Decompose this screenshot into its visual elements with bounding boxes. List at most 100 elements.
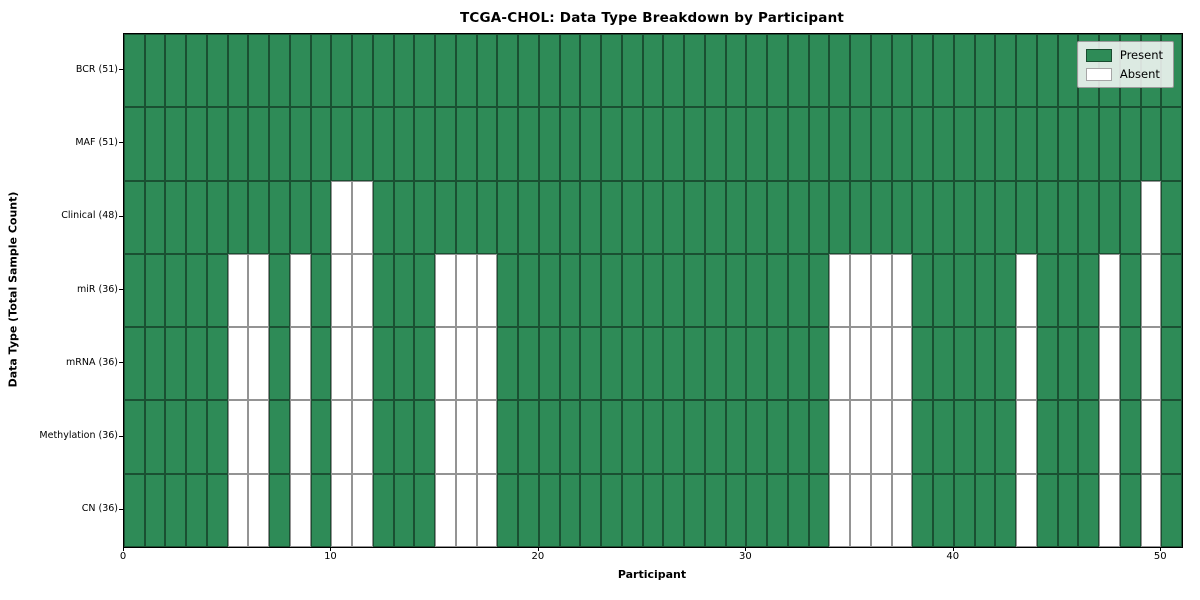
- matrix-cell: [1036, 253, 1058, 328]
- matrix-cell: [248, 253, 270, 328]
- matrix-cell: [352, 327, 373, 401]
- matrix-cell: [393, 107, 415, 181]
- matrix-cell: [1057, 180, 1079, 254]
- matrix-cell: [538, 473, 560, 547]
- matrix-cell: [1078, 327, 1100, 401]
- matrix-cell: [787, 253, 809, 328]
- matrix-cell: [995, 253, 1017, 328]
- matrix-cell: [538, 34, 560, 108]
- matrix-cell: [165, 34, 187, 108]
- matrix-cell: [559, 253, 581, 328]
- matrix-cell: [746, 253, 768, 328]
- matrix-cell: [746, 327, 768, 401]
- matrix-cell: [580, 400, 602, 474]
- matrix-cell: [642, 34, 664, 108]
- matrix-cell: [331, 473, 353, 547]
- y-tick-label: BCR (51): [75, 63, 118, 75]
- matrix-cell: [455, 107, 477, 181]
- matrix-cell: [933, 400, 954, 474]
- matrix-cell: [538, 107, 560, 181]
- matrix-cell: [1078, 253, 1100, 328]
- matrix-cell: [559, 180, 581, 254]
- matrix-cell: [1119, 253, 1141, 328]
- matrix-cell: [787, 473, 809, 547]
- matrix-cell: [269, 253, 290, 328]
- x-tick-label: 0: [119, 551, 127, 562]
- matrix-cell: [974, 400, 996, 474]
- matrix-cell: [912, 180, 934, 254]
- matrix-cell: [227, 327, 249, 401]
- matrix-cell: [850, 253, 871, 328]
- matrix-cell: [725, 180, 747, 254]
- matrix-cell: [497, 473, 519, 547]
- matrix-cell: [974, 327, 996, 401]
- matrix-cell: [331, 327, 353, 401]
- matrix-cell: [310, 180, 332, 254]
- matrix-cell: [663, 34, 685, 108]
- matrix-cell: [518, 473, 539, 547]
- matrix-cell: [1078, 180, 1100, 254]
- matrix-cell: [725, 400, 747, 474]
- matrix-cell: [870, 180, 892, 254]
- matrix-cell: [1057, 253, 1079, 328]
- matrix-cell: [601, 180, 622, 254]
- matrix-cell: [186, 34, 207, 108]
- matrix-cell: [1099, 107, 1120, 181]
- matrix-cell: [455, 473, 477, 547]
- matrix-cell: [642, 107, 664, 181]
- matrix-cell: [124, 107, 145, 181]
- matrix-cell: [829, 400, 851, 474]
- matrix-cell: [269, 400, 290, 474]
- matrix-cell: [476, 253, 498, 328]
- matrix-cell: [414, 327, 436, 401]
- matrix-cell: [269, 34, 290, 108]
- matrix-cell: [144, 180, 166, 254]
- matrix-cell: [124, 253, 145, 328]
- matrix-cell: [953, 327, 975, 401]
- matrix-cell: [704, 180, 726, 254]
- matrix-cell: [186, 180, 207, 254]
- matrix-cell: [829, 180, 851, 254]
- matrix-cell: [1036, 34, 1058, 108]
- matrix-cell: [352, 253, 373, 328]
- matrix-cell: [912, 473, 934, 547]
- legend-entry-present: Present: [1085, 48, 1163, 62]
- matrix-cell: [767, 327, 788, 401]
- matrix-cell: [248, 400, 270, 474]
- matrix-cell: [393, 473, 415, 547]
- matrix-cell: [165, 473, 187, 547]
- matrix-cell: [621, 34, 643, 108]
- matrix-cell: [933, 327, 954, 401]
- y-tick-label: CN (36): [81, 503, 118, 515]
- matrix-cell: [497, 327, 519, 401]
- matrix-cell: [684, 107, 705, 181]
- matrix-cell: [206, 107, 228, 181]
- matrix-cell: [269, 180, 290, 254]
- matrix-cell: [684, 400, 705, 474]
- matrix-cell: [621, 327, 643, 401]
- matrix-cell: [1016, 107, 1037, 181]
- matrix-cell: [580, 180, 602, 254]
- matrix-cell: [476, 107, 498, 181]
- matrix-cell: [1036, 180, 1058, 254]
- matrix-cell: [124, 473, 145, 547]
- matrix-cell: [746, 180, 768, 254]
- matrix-cell: [974, 473, 996, 547]
- y-tick-mark: [119, 508, 123, 510]
- matrix-cell: [808, 34, 830, 108]
- matrix-cell: [829, 473, 851, 547]
- matrix-cell: [393, 180, 415, 254]
- matrix-cell: [455, 180, 477, 254]
- matrix-cell: [165, 107, 187, 181]
- legend-present-label: Present: [1119, 48, 1163, 62]
- matrix-cell: [891, 473, 913, 547]
- matrix-cell: [1036, 107, 1058, 181]
- matrix-cell: [704, 107, 726, 181]
- matrix-cell: [870, 34, 892, 108]
- matrix-cell: [497, 34, 519, 108]
- matrix-cell: [891, 253, 913, 328]
- matrix-cell: [601, 327, 622, 401]
- matrix-cell: [704, 473, 726, 547]
- matrix-cell: [746, 107, 768, 181]
- matrix-cell: [310, 473, 332, 547]
